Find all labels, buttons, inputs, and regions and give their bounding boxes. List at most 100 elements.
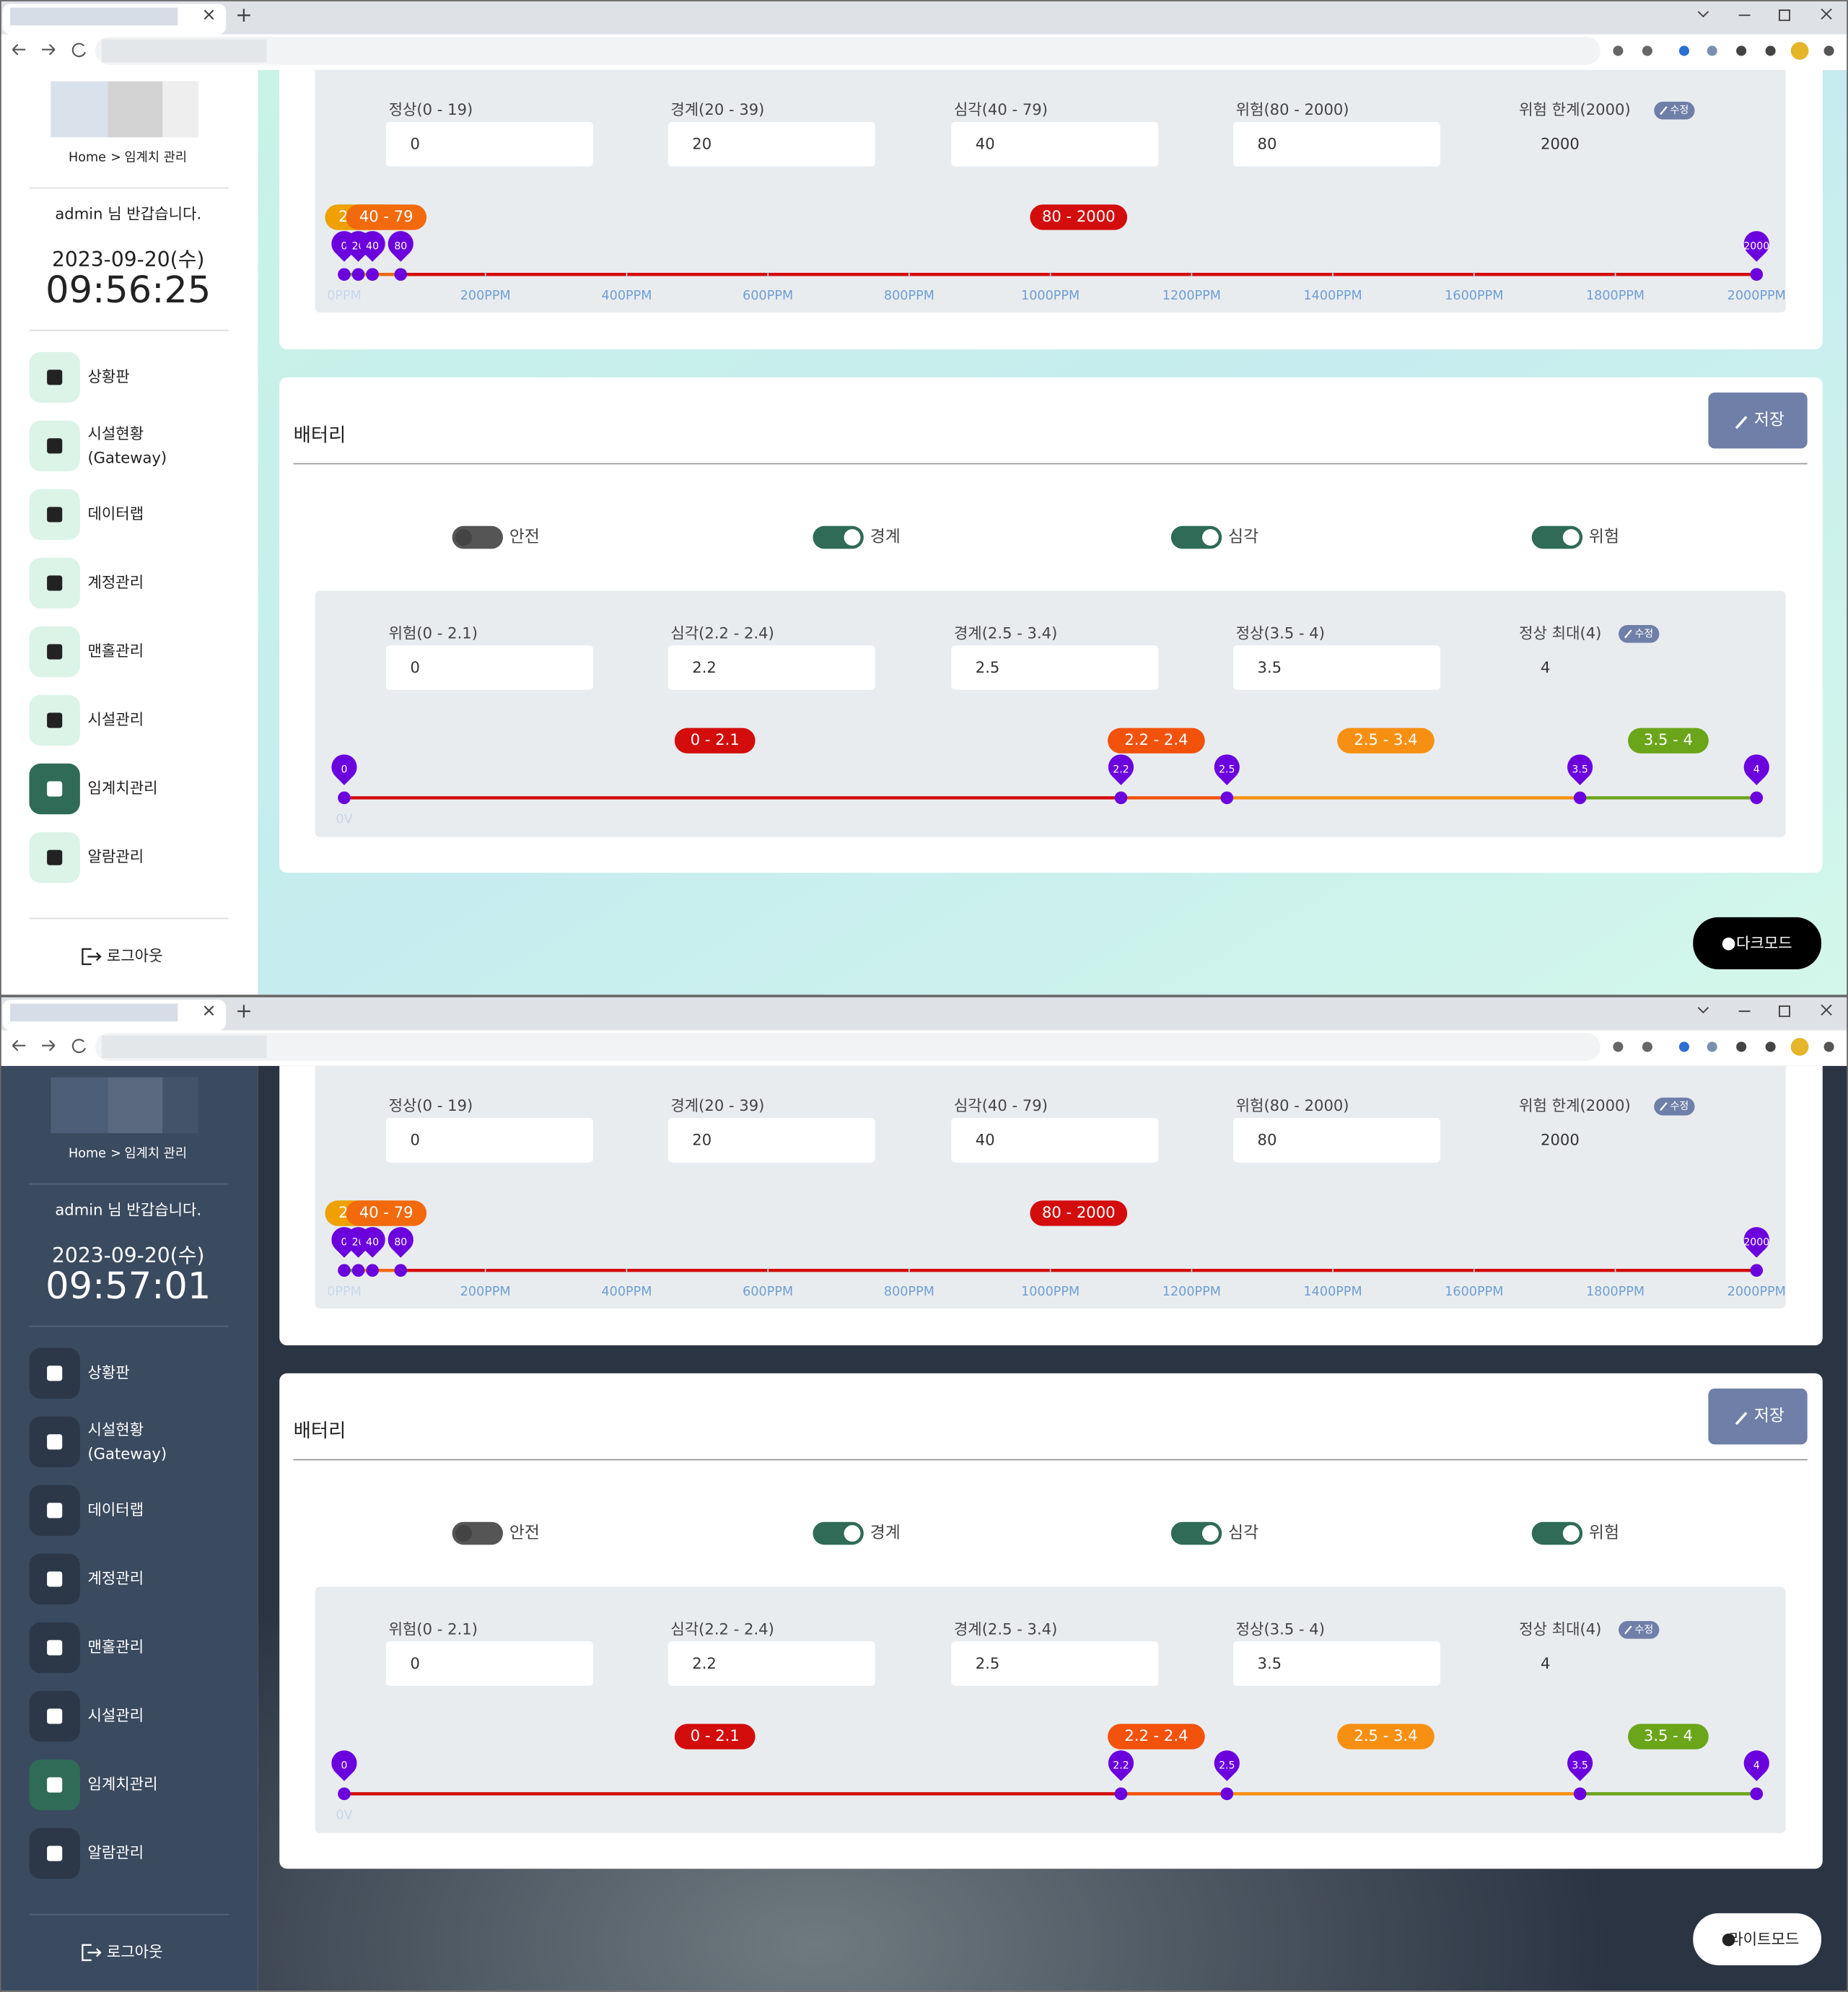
pin-dot[interactable] [1750,1787,1764,1801]
toggle[interactable]: 위험 [1531,525,1619,549]
pin-dot[interactable] [1114,1787,1128,1801]
pin-dot[interactable] [338,1264,351,1277]
menu-item[interactable]: 시설현황 (Gateway) [29,1416,167,1468]
pin-dot[interactable] [338,268,351,281]
toolbar-icon[interactable] [1678,1041,1689,1052]
field-input[interactable] [951,1117,1159,1163]
pin-head[interactable] [1743,231,1769,262]
pin-dot[interactable] [1573,1787,1587,1801]
tab-close[interactable] [203,9,214,20]
window-controls[interactable] [1697,1004,1832,1018]
pin-head[interactable] [1567,1750,1593,1781]
field-input[interactable] [667,1117,875,1163]
toggle[interactable]: 안전 [452,525,540,549]
toolbar-icon[interactable] [1642,1041,1652,1052]
pin-head[interactable] [359,231,385,262]
pin-dot[interactable] [351,1264,365,1277]
pin-dot[interactable] [1220,1787,1234,1801]
toolbar-icon[interactable] [1765,45,1776,56]
pin-head[interactable] [387,1227,413,1258]
menu-item[interactable]: 데이터랩 [29,489,144,541]
pin-head[interactable] [359,1227,385,1258]
menu-item[interactable]: 상황판 [29,351,130,403]
pin-dot[interactable] [351,268,365,281]
pin-dot[interactable] [394,1264,408,1277]
toolbar-icon[interactable] [1790,1038,1809,1056]
pin-dot[interactable] [1573,791,1587,805]
field-input[interactable] [1233,1117,1440,1163]
edit-badge[interactable] [1619,1620,1660,1639]
field-input[interactable] [951,1641,1159,1686]
toggle[interactable]: 안전 [452,1521,540,1545]
field-input[interactable] [667,645,875,690]
pin-head[interactable] [1567,754,1593,785]
pin-head[interactable] [1214,754,1240,785]
edit-badge[interactable] [1619,625,1660,643]
pin-dot[interactable] [366,1264,379,1277]
pin-head[interactable] [1743,1227,1769,1258]
field-input[interactable] [386,1117,593,1163]
field-input[interactable] [386,645,593,690]
menu-item[interactable]: 알람관리 [29,1827,144,1879]
toggle[interactable]: 위험 [1531,1521,1619,1545]
toolbar-icon[interactable] [1736,45,1747,56]
menu-item[interactable]: 계정관리 [29,557,144,609]
pin-dot[interactable] [366,268,379,281]
pin-head[interactable] [1108,1750,1134,1781]
nav-buttons[interactable] [12,1039,86,1054]
toolbar-icon[interactable] [1678,45,1689,56]
pin-head[interactable] [1743,754,1769,785]
pin-head[interactable] [1214,1750,1240,1781]
edit-badge[interactable] [1654,1097,1695,1116]
field-input[interactable] [951,122,1159,167]
save-button[interactable]: 저장 [1708,392,1808,449]
toolbar-icon[interactable] [1823,1041,1834,1052]
address-bar[interactable] [95,1033,1600,1061]
toolbar-icon[interactable] [1642,45,1652,56]
toggle[interactable]: 경계 [813,1521,901,1545]
mode-button[interactable]: 다크모드 [1693,917,1822,970]
field-input[interactable] [1233,122,1440,167]
edit-badge[interactable] [1654,101,1695,120]
pin-head[interactable] [331,754,357,785]
save-button[interactable]: 저장 [1708,1388,1808,1445]
pin-head[interactable] [331,1750,357,1781]
pin-dot[interactable] [1114,791,1128,805]
toggle[interactable]: 심각 [1170,1521,1258,1545]
field-input[interactable] [667,1641,875,1686]
tab-close[interactable] [203,1005,214,1016]
new-tab[interactable] [237,1005,250,1018]
toolbar-icon[interactable] [1765,1041,1776,1052]
nav-buttons[interactable] [12,43,86,58]
window-controls[interactable] [1697,8,1832,22]
toolbar-icon[interactable] [1790,42,1809,60]
pin-dot[interactable] [1750,791,1764,805]
menu-item[interactable]: 알람관리 [29,831,144,883]
address-bar[interactable] [95,37,1600,65]
pin-dot[interactable] [394,268,408,281]
pin-head[interactable] [1108,754,1134,785]
menu-item[interactable]: 임계치관리 [29,1759,158,1811]
toolbar-icon[interactable] [1707,1041,1717,1052]
pin-head[interactable] [1743,1750,1769,1781]
menu-item[interactable]: 맨홀관리 [29,626,144,678]
field-input[interactable] [667,122,875,167]
menu-item[interactable]: 시설관리 [29,694,144,746]
pin-head[interactable] [387,231,413,262]
menu-item[interactable]: 시설현황 (Gateway) [29,420,167,472]
toggle[interactable]: 심각 [1170,525,1258,549]
toolbar-icon[interactable] [1736,1041,1747,1052]
menu-item[interactable]: 임계치관리 [29,763,158,815]
pin-dot[interactable] [1750,268,1764,281]
field-input[interactable] [386,1641,593,1686]
menu-item[interactable]: 계정관리 [29,1553,144,1605]
menu-item[interactable]: 상황판 [29,1347,130,1399]
menu-item[interactable]: 맨홀관리 [29,1622,144,1674]
pin-dot[interactable] [1750,1264,1764,1277]
field-input[interactable] [386,122,593,167]
menu-item[interactable]: 데이터랩 [29,1485,144,1537]
pin-dot[interactable] [338,1787,351,1801]
pin-dot[interactable] [338,791,351,805]
toggle[interactable]: 경계 [813,525,901,549]
toolbar-icon[interactable] [1613,1041,1624,1052]
